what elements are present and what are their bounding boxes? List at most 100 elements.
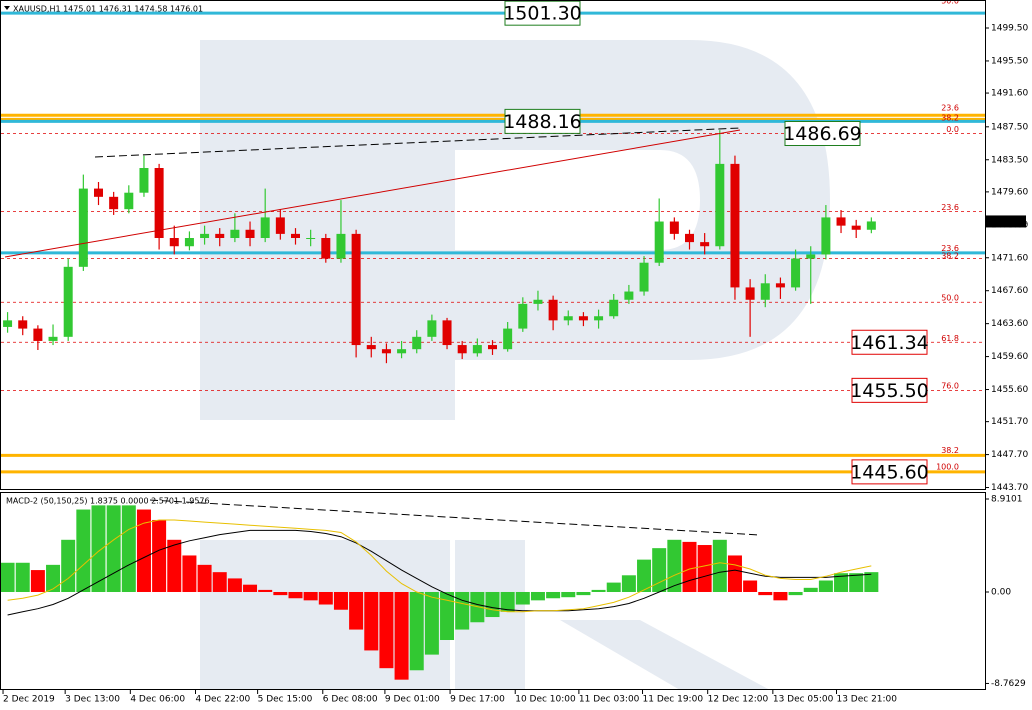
pane-border [0,492,986,690]
price-label: 1455.50 [850,380,929,402]
histogram-bar [288,591,303,599]
fib-label: 50.0 [941,0,959,5]
candle-body [427,320,437,337]
x-tick-label: 5 Dec 15:00 [258,695,313,705]
histogram-bar [788,591,803,596]
last-price-box [986,215,1026,228]
histogram-bar [697,545,712,592]
candle-body [594,316,604,321]
price-label: 1488.16 [503,111,582,133]
histogram-bar [803,587,818,592]
histogram-bar [394,591,409,680]
histogram-bar [243,584,258,592]
histogram-bar [424,591,439,655]
candle-body [685,233,694,243]
y-tick-label: 1487.50 [991,122,1028,132]
main-line [7,529,872,616]
histogram-bar [637,559,652,592]
y-tick-label: 0.00 [991,587,1011,597]
candle-body [245,229,255,238]
histogram-bar [470,591,485,623]
candle-body [381,349,391,354]
symbol-header: XAUUSD,H1 1475.01 1476.31 1474.58 1476.0… [13,5,203,14]
fib-label: 61.8 [941,334,959,343]
candle-body [639,262,649,292]
fib-label: 100.0 [936,462,959,471]
x-tick-label: 4 Dec 06:00 [130,695,185,705]
histogram-bar [455,591,470,630]
candle-body [745,287,755,300]
candle-body [321,238,331,259]
y-tick-label: 8.9101 [991,494,1023,504]
candle-body [412,336,422,350]
y-tick-label: 1499.50 [991,24,1028,34]
histogram-bar [182,555,197,592]
histogram-bar [30,570,45,592]
candle-body [669,221,679,234]
x-tick-label: 9 Dec 17:00 [450,695,505,705]
histogram-bar [61,539,76,592]
y-tick-label: 1451.70 [991,417,1028,427]
histogram-bar [682,541,697,592]
candle-body [563,316,573,321]
candle-body [169,238,179,247]
y-tick-label: 1479.60 [991,187,1028,197]
histogram-bar [167,539,182,592]
candle-body [760,283,770,300]
candle-body [3,320,13,327]
y-tick-label: 1443.70 [991,483,1028,493]
histogram-bar [106,505,121,592]
fib-label: 50.0 [941,294,959,303]
histogram-bar [530,591,545,601]
candle-body [609,299,619,317]
histogram-bar [773,591,788,601]
price-label-box [504,0,581,26]
candle-body [866,221,876,230]
histogram-bar [743,580,758,592]
pane-border [0,0,986,490]
histogram-bar [152,519,167,592]
histogram-bar [667,539,682,592]
y-tick-label: 1455.60 [991,385,1028,395]
histogram-bar [212,572,227,592]
price-label-box [851,459,928,485]
y-tick-label: 1467.60 [991,286,1028,296]
histogram-bar [485,591,500,618]
candle-body [503,328,513,350]
candle-body [836,217,846,226]
candle-body [806,254,816,259]
histogram-bar [500,591,515,612]
candle-body [700,242,710,247]
candle-body [442,320,452,346]
candle-body [78,188,88,267]
candle-body [488,345,497,350]
histogram-bar [621,575,636,592]
candle-body [306,238,316,239]
y-tick-label: 1491.60 [991,89,1028,99]
histogram-bar [0,562,15,592]
y-tick-label: 1463.60 [991,319,1028,329]
x-tick-label: 9 Dec 01:00 [385,695,440,705]
histogram-bar [546,591,561,599]
candle-body [397,349,407,354]
candle-body [124,192,134,210]
histogram-bar [76,509,91,592]
candle-body [715,163,725,247]
x-tick-label: 3 Dec 13:00 [65,695,120,705]
fib-label: 23.6 [941,244,959,253]
candle-body [48,336,58,341]
histogram-bar [91,505,106,592]
y-tick-label: 1495.50 [991,56,1028,66]
candle-body [624,291,634,300]
candle-body [230,229,240,238]
x-tick-label: 2 Dec 2019 [3,695,55,705]
price-pane: 50.023.638.20.023.623.638.250.061.876.03… [1,0,985,474]
histogram-bar [606,582,621,592]
histogram-bar [227,578,242,592]
overlay: 1501.30 1488.16 1486.69 1461.34 1455.50 1445.… [503,0,929,485]
candle-body [260,217,270,238]
candle-body [139,168,149,193]
price-label: 1445.60 [850,461,929,483]
fib-label: 23.6 [941,203,959,212]
